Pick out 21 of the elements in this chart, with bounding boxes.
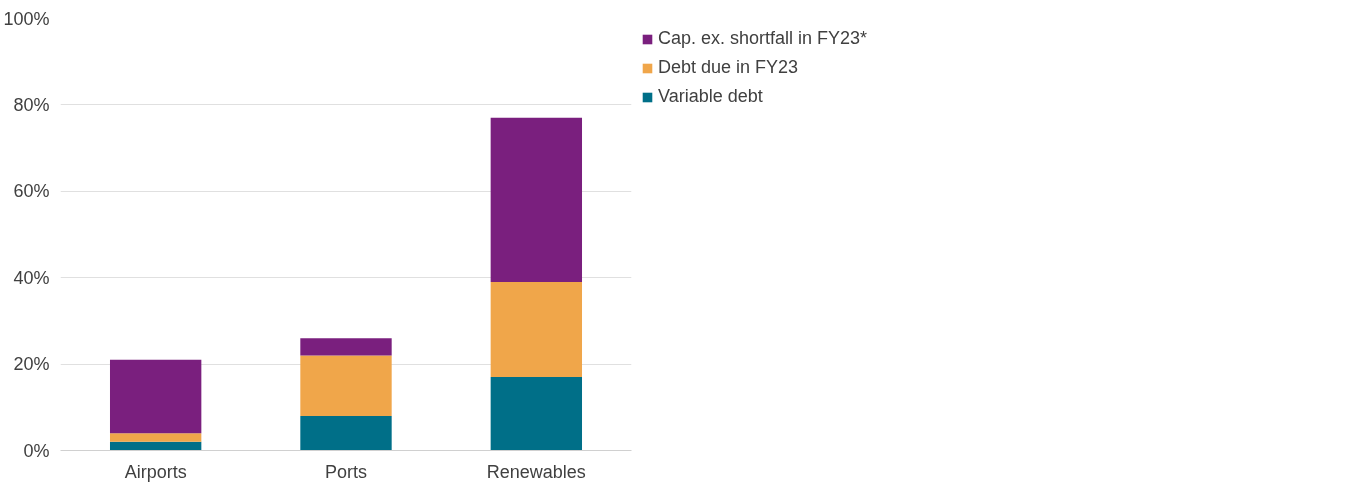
bar bbox=[490, 377, 583, 451]
x-tick-label: Renewables bbox=[486, 461, 586, 482]
y-tick-label: 0% bbox=[23, 440, 50, 461]
y-tick-label: 20% bbox=[13, 354, 50, 375]
x-tick-label: Airports bbox=[124, 461, 187, 482]
x-tick-label: Ports bbox=[324, 461, 368, 482]
legend-label: Debt due in FY23 bbox=[658, 57, 799, 78]
legend-label: Cap. ex. shortfall in FY23* bbox=[658, 28, 868, 49]
legend-label: Variable debt bbox=[658, 86, 763, 107]
bar bbox=[300, 355, 392, 416]
bar bbox=[109, 433, 202, 442]
bar bbox=[490, 117, 583, 283]
bar bbox=[300, 415, 392, 451]
y-tick-label: 40% bbox=[13, 267, 50, 288]
y-tick-label: 80% bbox=[13, 94, 50, 115]
bar bbox=[109, 441, 202, 451]
bar bbox=[300, 338, 392, 356]
bar bbox=[109, 359, 202, 434]
y-tick-label: 60% bbox=[13, 181, 50, 202]
y-tick-label: 100% bbox=[3, 8, 50, 29]
bar bbox=[490, 282, 583, 378]
